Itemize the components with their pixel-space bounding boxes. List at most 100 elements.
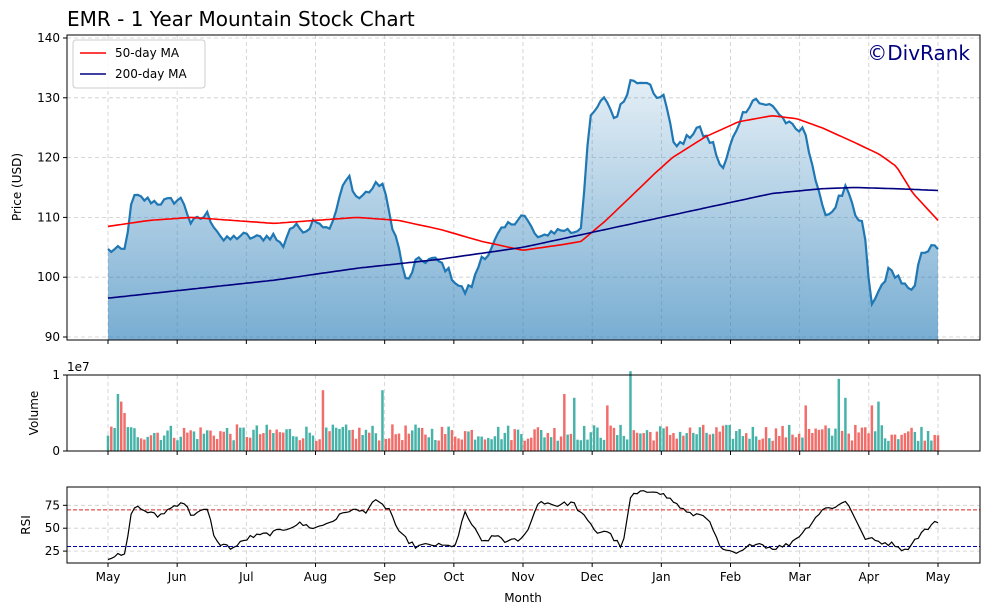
volume-bar <box>625 439 629 451</box>
volume-bar <box>450 430 454 451</box>
volume-bar <box>381 390 384 451</box>
volume-bar <box>622 435 626 451</box>
volume-bar <box>473 439 477 451</box>
x-tick-label-8: Jan <box>651 570 671 584</box>
volume-bar <box>923 440 927 451</box>
watermark: ©DivRank <box>867 41 970 65</box>
volume-bar <box>910 427 913 451</box>
volume-bar <box>460 439 464 451</box>
ma50-line <box>107 114 939 251</box>
volume-bar <box>119 401 123 451</box>
volume-bar <box>248 437 252 451</box>
volume-bar <box>629 371 632 451</box>
volume-bar <box>384 438 387 451</box>
legend-label-ma200: 200-day MA <box>115 67 187 81</box>
volume-bar <box>242 427 245 451</box>
volume-bar <box>791 434 794 451</box>
volume-bar <box>404 425 407 451</box>
volume-bar <box>834 428 837 451</box>
volume-bar <box>311 435 315 451</box>
volume-bar <box>301 438 305 451</box>
volume-bar <box>649 432 652 451</box>
volume-bar <box>619 424 622 451</box>
rsi-grid <box>67 487 980 563</box>
rsi-line <box>107 490 939 561</box>
volume-bar <box>496 426 500 451</box>
volume-bar <box>186 432 189 451</box>
volume-bar <box>698 427 702 451</box>
volume-bar <box>480 436 483 451</box>
volume-bar <box>768 438 771 451</box>
volume-bar <box>685 433 688 451</box>
volume-bar <box>394 434 397 451</box>
volume-y-ticks: 01 <box>52 368 67 458</box>
volume-bar <box>794 437 798 451</box>
volume-bar <box>718 431 721 451</box>
volume-bar <box>764 427 768 451</box>
volume-bar <box>420 427 424 451</box>
volume-bar <box>900 434 903 451</box>
volume-bar <box>397 433 401 451</box>
volume-bar <box>493 436 497 451</box>
volume-bar <box>840 430 844 451</box>
volume-bar <box>427 437 430 451</box>
volume-bar <box>844 397 847 451</box>
volume-bar <box>579 440 583 451</box>
volume-bar <box>133 428 136 451</box>
x-tick-label-2: Jul <box>238 570 253 584</box>
volume-bar <box>232 440 235 451</box>
volume-bar <box>166 430 169 451</box>
volume-bar <box>245 437 249 451</box>
volume-bar <box>202 433 206 451</box>
rsi-y-tick-label-0: 25 <box>45 544 60 558</box>
volume-bar <box>692 432 695 451</box>
volume-bar <box>678 431 682 451</box>
price-y-tick-label-0: 90 <box>45 330 60 344</box>
volume-bar <box>870 405 874 451</box>
volume-bar <box>291 436 295 451</box>
volume-bar <box>741 436 745 451</box>
volume-bar <box>576 439 579 451</box>
volume-bar <box>444 434 447 451</box>
volume-bar <box>553 428 556 451</box>
volume-bar <box>665 426 669 451</box>
volume-bar <box>136 437 139 451</box>
volume-bar <box>920 426 923 451</box>
volume-bar <box>857 432 860 451</box>
volume-bar <box>348 430 351 451</box>
volume-bar <box>715 427 718 451</box>
volume-bar <box>182 427 186 451</box>
volume-bar <box>440 426 444 451</box>
volume-bar <box>325 427 328 451</box>
volume-bar <box>179 436 182 451</box>
volume-bar <box>172 437 176 451</box>
volume-bar <box>559 436 563 451</box>
volume-bar <box>695 434 698 451</box>
volume-bar <box>566 434 569 451</box>
volume-bar <box>318 439 321 451</box>
volume-bar <box>751 426 755 451</box>
price-y-label: Price (USD) <box>10 153 24 221</box>
volume-bar <box>523 440 526 451</box>
volume-bar <box>219 431 222 451</box>
volume-scale-label: 1e7 <box>67 360 90 374</box>
volume-bar <box>447 426 450 451</box>
volume-bar <box>821 429 824 451</box>
volume-bar <box>811 433 814 451</box>
rsi-y-label: RSI <box>19 515 33 535</box>
volume-bar <box>503 432 507 451</box>
volume-bar <box>139 438 143 451</box>
volume-bar <box>711 433 715 451</box>
volume-bar <box>887 440 890 451</box>
rsi-panel: 25 50 75 May Jun Jul Aug Sep Oct Nov Dec Jan Feb Mar… <box>19 486 981 584</box>
volume-bar <box>490 439 493 451</box>
price-y-tick-label-3: 120 <box>37 151 60 165</box>
chart-title: EMR - 1 Year Mountain Stock Chart <box>67 7 415 31</box>
volume-bar <box>513 429 516 451</box>
volume-bar <box>807 428 811 451</box>
volume-bar <box>176 440 179 451</box>
volume-bar <box>222 431 225 451</box>
volume-bar <box>883 438 887 451</box>
volume-bar <box>453 436 457 451</box>
volume-bar <box>926 430 930 451</box>
